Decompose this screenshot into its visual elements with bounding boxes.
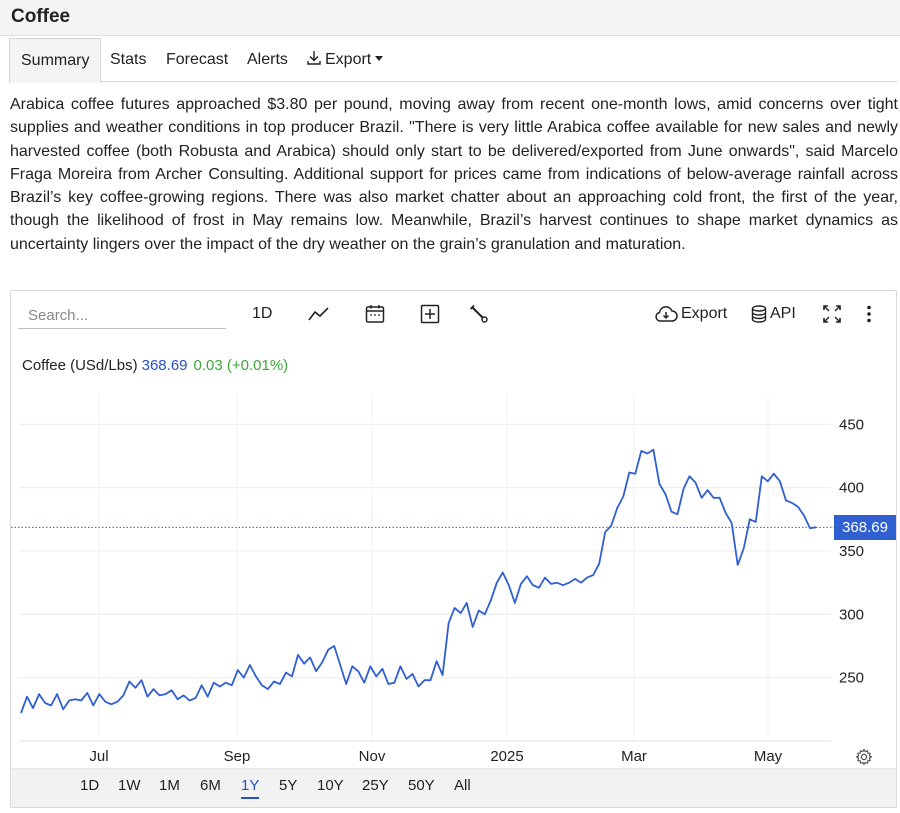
- export-label: Export: [681, 305, 728, 322]
- range-all[interactable]: All: [454, 777, 471, 794]
- price-chart[interactable]: 250 300 350 400 450 Jul Sep Nov 2025 Mar May: [11, 386, 896, 766]
- legend-price: 368.69: [141, 357, 188, 374]
- y-tick-label: 350: [839, 543, 864, 560]
- fullscreen-icon: [823, 305, 841, 323]
- wrench-icon: [469, 304, 488, 323]
- date-range-button[interactable]: [365, 301, 385, 327]
- cloud-download-icon: [655, 306, 678, 322]
- range-1m[interactable]: 1M: [159, 777, 180, 794]
- legend-instrument: Coffee (USd/Lbs): [22, 357, 138, 374]
- chart-panel: 1D Export: [10, 290, 897, 808]
- chevron-down-icon: [375, 56, 384, 61]
- chart-type-button[interactable]: [308, 301, 330, 327]
- more-options-button[interactable]: [866, 301, 872, 327]
- y-tick-label: 400: [839, 480, 864, 497]
- x-tick-label: May: [754, 748, 783, 765]
- summary-text: Arabica coffee futures approached $3.80 …: [10, 96, 898, 253]
- x-tick-label: 2025: [490, 748, 523, 765]
- tab-export-label: Export: [325, 51, 372, 68]
- range-5y[interactable]: 5Y: [279, 777, 298, 794]
- more-icon: [867, 305, 871, 323]
- add-indicator-button[interactable]: [420, 301, 440, 327]
- y-tick-label: 450: [839, 416, 864, 433]
- tab-forecast[interactable]: Forecast: [166, 38, 228, 82]
- tab-stats[interactable]: Stats: [110, 38, 146, 82]
- interval-button[interactable]: 1D: [252, 301, 272, 327]
- x-axis: Jul Sep Nov 2025 Mar May: [89, 748, 782, 765]
- tab-alerts-label: Alerts: [247, 51, 288, 68]
- legend-change: 0.03 (+0.01%): [193, 357, 289, 374]
- tab-bar: Summary Stats Forecast Alerts Export: [9, 38, 897, 83]
- range-1d[interactable]: 1D: [80, 777, 100, 794]
- fullscreen-button[interactable]: [822, 301, 842, 327]
- x-tick-label: Mar: [621, 748, 647, 765]
- range-10y[interactable]: 10Y: [317, 777, 344, 794]
- search-input[interactable]: [18, 303, 226, 329]
- tab-summary[interactable]: Summary: [9, 38, 102, 83]
- time-range-bar: 1D 1W 1M 6M 1Y 5Y 10Y 25Y 50Y All: [11, 768, 896, 807]
- settings-gear-icon[interactable]: [855, 748, 873, 766]
- last-price-tag: 368.69: [834, 514, 896, 540]
- price-series-line: [20, 448, 817, 714]
- range-50y[interactable]: 50Y: [408, 777, 435, 794]
- line-chart-icon: [308, 307, 329, 321]
- download-icon: [307, 51, 321, 65]
- chart-legend: Coffee (USd/Lbs) 368.69 0.03 (+0.01%): [22, 357, 288, 374]
- tab-export[interactable]: Export: [306, 38, 384, 82]
- title-bar: Coffee: [0, 0, 900, 36]
- tab-alerts[interactable]: Alerts: [247, 38, 288, 82]
- interval-label: 1D: [252, 305, 273, 322]
- y-tick-label: 300: [839, 606, 864, 623]
- chart-grid: [19, 394, 831, 742]
- api-button[interactable]: API: [751, 301, 796, 327]
- range-1w[interactable]: 1W: [118, 777, 141, 794]
- tab-forecast-label: Forecast: [166, 51, 229, 68]
- tab-summary-label: Summary: [21, 52, 90, 69]
- range-6m[interactable]: 6M: [200, 777, 221, 794]
- x-tick-label: Sep: [224, 748, 251, 765]
- api-label: API: [770, 305, 796, 322]
- y-axis: 250 300 350 400 450: [839, 416, 864, 686]
- range-25y[interactable]: 25Y: [362, 777, 389, 794]
- database-icon: [751, 305, 767, 323]
- range-1y[interactable]: 1Y: [241, 777, 260, 799]
- x-tick-label: Jul: [89, 748, 108, 765]
- tools-button[interactable]: [469, 301, 489, 327]
- x-tick-label: Nov: [359, 748, 386, 765]
- add-indicator-icon: [420, 304, 440, 324]
- y-tick-label: 250: [839, 670, 864, 687]
- tab-stats-label: Stats: [110, 51, 147, 68]
- calendar-icon: [365, 305, 385, 323]
- export-button[interactable]: Export: [654, 301, 727, 327]
- page-title: Coffee: [11, 6, 71, 27]
